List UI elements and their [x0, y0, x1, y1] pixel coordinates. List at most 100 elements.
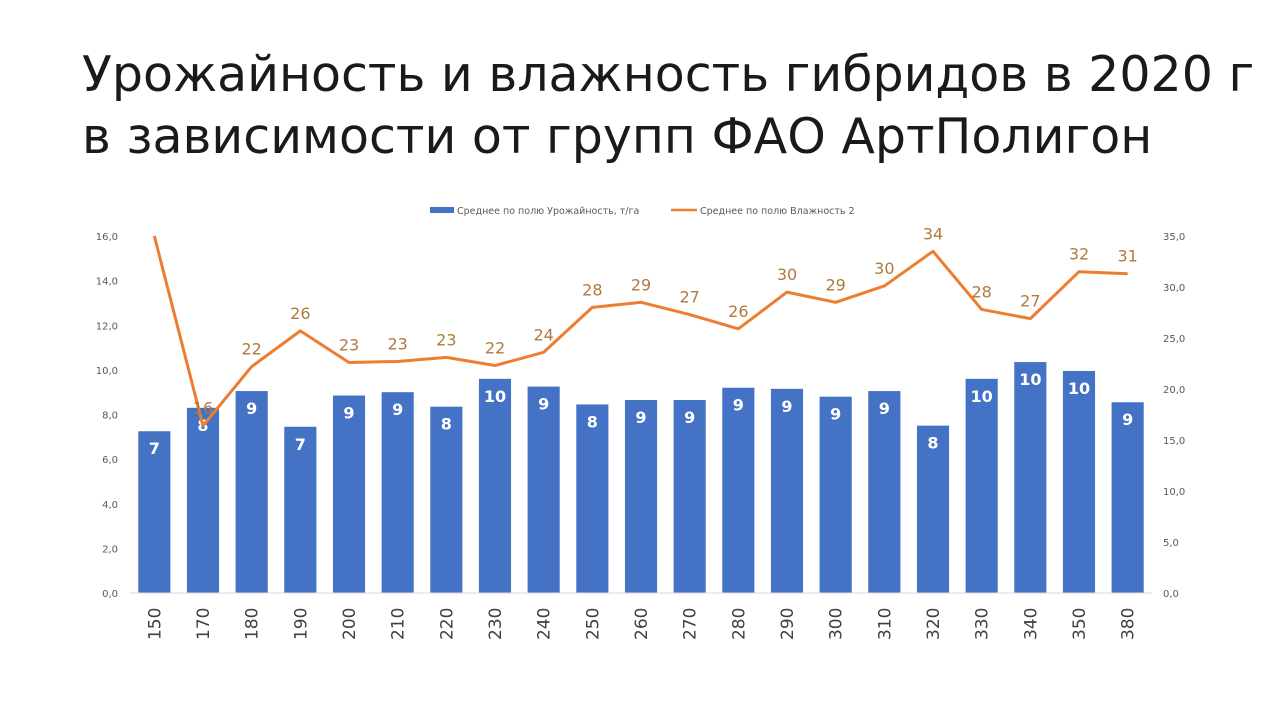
x-axis-category-label: 240 — [535, 608, 555, 640]
x-axis-category-label: 330 — [973, 608, 993, 640]
x-axis-category-label: 310 — [875, 608, 895, 640]
x-axis-category-label: 300 — [827, 608, 847, 640]
bar — [284, 426, 317, 593]
slide-title: Урожайность и влажность гибридов в 2020 … — [82, 44, 1254, 168]
left-axis-tick: 16,0 — [96, 232, 118, 243]
slide-title-line-1: Урожайность и влажность гибридов в 2020 … — [82, 46, 1255, 103]
line-data-label: 26 — [728, 302, 748, 321]
bar — [868, 391, 901, 593]
bar-data-label: 7 — [295, 435, 306, 454]
bar — [1111, 402, 1144, 593]
bar — [478, 378, 512, 593]
x-axis-category-label: 320 — [924, 608, 944, 640]
line-data-label: 30 — [777, 265, 797, 284]
bar — [527, 386, 560, 593]
legend-bar-label: Среднее по полю Урожайность, т/га — [457, 206, 639, 217]
legend-line-label: Среднее по полю Влажность 2 — [700, 206, 855, 217]
right-axis-tick: 30,0 — [1163, 283, 1185, 294]
line-data-label: 29 — [631, 275, 651, 294]
bar — [770, 388, 804, 593]
bar — [138, 431, 171, 593]
bar-data-label: 9 — [1122, 410, 1133, 429]
line-data-label: 28 — [971, 282, 991, 301]
x-axis-category-label: 250 — [583, 608, 603, 640]
bar-data-label: 9 — [684, 408, 695, 427]
bar — [381, 392, 414, 593]
bar — [965, 378, 998, 593]
x-axis-category-label: 150 — [145, 608, 165, 640]
bar — [819, 396, 852, 593]
left-axis-tick: 4,0 — [102, 500, 118, 511]
bar-data-label: 9 — [343, 404, 354, 423]
right-axis-tick: 5,0 — [1163, 538, 1179, 549]
moisture-line — [152, 235, 1128, 428]
line-data-label: 32 — [1069, 245, 1089, 264]
bar-data-label: 9 — [392, 400, 403, 419]
left-axis-tick: 12,0 — [96, 321, 118, 332]
line-series-moisture: 16 22 26 23 23 23 22 24 28 29 27 26 30 29 30 34 28 27 32 31 — [152, 224, 1138, 428]
bar-data-label: 9 — [781, 397, 792, 416]
x-axis-category-label: 280 — [729, 608, 749, 640]
bar-data-label: 10 — [971, 387, 993, 406]
bar — [916, 425, 950, 593]
right-axis-tick: 0,0 — [1163, 589, 1179, 600]
bar — [430, 406, 463, 593]
bar-data-label: 8 — [927, 434, 938, 453]
right-axis-tick: 15,0 — [1163, 436, 1185, 447]
left-axis-tick: 0,0 — [102, 589, 118, 600]
line-data-label: 28 — [582, 280, 602, 299]
bar — [186, 407, 220, 593]
x-axis-category-label: 270 — [681, 608, 701, 640]
right-axis-tick: 20,0 — [1163, 385, 1185, 396]
x-axis-category-label: 210 — [389, 608, 409, 640]
left-axis-tick: 14,0 — [96, 277, 118, 288]
line-data-label: 27 — [679, 288, 699, 307]
right-axis-tick: 35,0 — [1163, 232, 1185, 243]
bar-data-label: 9 — [635, 408, 646, 427]
line-data-label: 23 — [436, 330, 456, 349]
left-axis-tick: 10,0 — [96, 366, 118, 377]
bar — [1014, 362, 1047, 593]
x-axis-category-label: 220 — [437, 608, 457, 640]
x-axis-category-label: 170 — [194, 608, 214, 640]
x-axis-category-label: 200 — [340, 608, 360, 640]
bar-data-label: 9 — [733, 396, 744, 415]
x-axis-category-label: 350 — [1070, 608, 1090, 640]
line-data-label: 27 — [1020, 292, 1040, 311]
line-data-label: 23 — [339, 335, 359, 354]
line-data-label: 23 — [387, 334, 407, 353]
bar — [722, 387, 755, 593]
bar-data-label: 10 — [484, 387, 506, 406]
bar-data-label: 9 — [246, 399, 257, 418]
x-axis-category-label: 190 — [291, 608, 311, 640]
x-axis-category-label: 290 — [778, 608, 798, 640]
bar-data-label: 9 — [538, 395, 549, 414]
chart-legend: Среднее по полю Урожайность, т/га Среднее… — [430, 206, 855, 217]
left-axis-tick: 2,0 — [102, 544, 118, 555]
line-data-label: 29 — [825, 275, 845, 294]
bar — [1062, 370, 1096, 593]
left-axis-tick: 6,0 — [102, 455, 118, 466]
bar-data-label: 8 — [441, 415, 452, 434]
bar-data-label: 9 — [879, 399, 890, 418]
bar-data-label: 10 — [1019, 370, 1041, 389]
x-axis-category-label: 260 — [632, 608, 652, 640]
legend-bar-swatch — [430, 207, 454, 213]
line-data-label: 24 — [533, 325, 553, 344]
bar-data-label: 7 — [149, 439, 160, 458]
left-y-axis: 0,0 2,0 4,0 6,0 8,0 10,0 12,0 14,0 16,0 — [96, 232, 118, 600]
slide-title-line-2: в зависимости от групп ФАО АртПолигон — [82, 108, 1153, 165]
left-axis-tick: 8,0 — [102, 411, 118, 422]
line-data-label: 16 — [193, 399, 213, 418]
x-axis-category-label: 230 — [486, 608, 506, 640]
bar — [235, 391, 268, 593]
bar-data-label: 8 — [587, 412, 598, 431]
bar — [673, 399, 706, 593]
right-y-axis: 0,0 5,0 10,0 15,0 20,0 25,0 30,0 35,0 — [1163, 232, 1185, 600]
bar — [576, 404, 609, 593]
line-data-label: 22 — [241, 340, 261, 359]
x-axis-category-label: 380 — [1119, 608, 1139, 640]
bar-data-label: 9 — [830, 405, 841, 424]
right-axis-tick: 25,0 — [1163, 334, 1185, 345]
